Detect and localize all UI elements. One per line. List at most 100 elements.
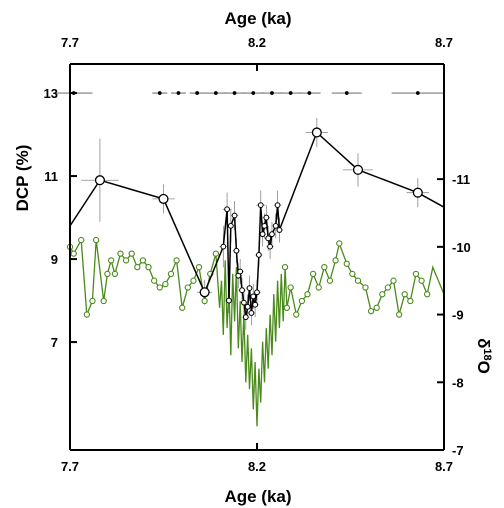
dcp-point [158,193,169,204]
d18o-point [362,284,369,291]
d18o-point [332,257,339,264]
d18o-point [145,264,152,271]
d18o-point [134,264,141,271]
d18o-point [117,250,124,257]
left-tick-label: 9 [51,252,58,267]
d18o-point [104,270,111,278]
d18o-point [309,270,317,278]
dcp-point [257,202,264,209]
d18o-point [298,297,306,305]
dcp-point [254,289,260,296]
dcp-point [233,247,240,254]
d18o-point [424,291,431,298]
d18o-point [201,297,208,305]
dcp-point [244,303,251,310]
d18o-point [184,284,191,291]
top-tick-label: 8.7 [435,35,453,50]
d18o-point [367,308,375,315]
d18o-point [304,291,311,298]
dcp-point [261,222,268,229]
d18o-point [395,311,403,318]
dcp-point [265,235,272,242]
d18o-point [326,277,334,284]
d18o-point [111,270,119,278]
d18o-point [83,311,90,318]
d18o-point [321,264,328,271]
d18o-point [173,257,180,264]
d18o-point [343,260,350,267]
dcp-point [248,310,255,316]
d18o-point [407,297,414,305]
right-tick-label: -10 [452,240,471,255]
d18o-point [70,250,77,257]
d18o-point [78,236,85,244]
d18o-point [150,277,158,284]
d18o-point [139,257,147,264]
date-point [344,91,349,95]
dcp-point [250,293,257,300]
dcp-point [267,243,273,250]
dcp-point [274,202,281,209]
right-axis-title-sup: 18 [481,348,493,360]
right-axis-title: δ18O [474,338,493,374]
dcp-point [239,287,245,294]
axes-layer: 7.7 8.2 8.7 7.7 8.2 8.7 13 11 9 7 -11 -10 -9 -8 -7 [44,35,471,474]
dcp-point [255,252,262,258]
right-tick-label: -9 [452,308,464,323]
left-tick-label: 7 [51,335,58,350]
x-tick-label: 8.2 [248,459,266,474]
bottom-axis-title: Age (ka) [224,487,291,506]
dcp-point [227,222,234,229]
d18o-point [354,277,362,284]
top-axis-title: Age (ka) [224,9,291,28]
date-point [251,91,256,95]
dcp-point [263,214,270,221]
top-tick-label: 7.7 [61,35,79,50]
d18o-point [156,284,163,291]
right-axis-title-delta: δ [474,338,493,348]
dcp-point [311,127,322,138]
right-tick-label: -7 [452,443,464,458]
date-point [288,91,293,95]
d18o-point [384,284,392,291]
right-axis-title-o: O [474,361,493,374]
dcp-point [220,243,227,250]
d18o-point [283,304,291,311]
d18o-point [195,264,203,271]
series-layer [55,91,445,427]
left-axis-title: DCP (%) [13,145,32,212]
d18o-point [379,291,386,298]
d18o-point [167,270,175,278]
d18o-point [89,297,96,305]
dcp-point [246,285,253,292]
d18o-point [315,284,322,291]
dcp-point [276,227,283,233]
d18o-point [107,257,115,264]
dcp-point [252,301,259,308]
x-tick-label: 8.7 [435,459,453,474]
d18o-point [128,250,135,257]
dcp-point [226,297,232,304]
d18o-point [287,284,294,291]
d18o-point [122,257,130,264]
d18o-point [93,236,100,244]
d18o-point [293,311,300,318]
date-point [307,91,312,95]
date-point [270,91,274,95]
dcp-point [269,231,275,238]
d18o-point [349,270,356,278]
right-tick-label: -11 [452,172,470,187]
d18o-point [390,277,397,284]
d18o-point [190,277,197,284]
date-point [213,91,218,95]
dcp-point [412,187,423,198]
d18o-point [401,291,408,298]
dcp-point [241,299,247,306]
dcp-point [224,206,230,213]
d18o-point [162,280,169,288]
d18o-point [418,277,425,284]
dcp-point [199,287,210,298]
date-point [232,91,237,95]
top-tick-label: 8.2 [248,35,266,50]
d18o-point [373,304,380,311]
